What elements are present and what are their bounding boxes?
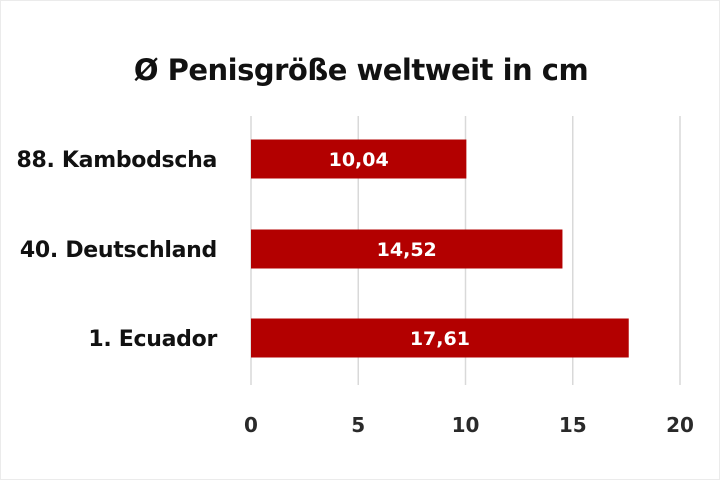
bar — [251, 229, 563, 269]
x-tick-label: 15 — [559, 413, 587, 437]
bar-value-label: 10,04 — [329, 149, 389, 171]
category-label: 88. Kambodscha — [16, 148, 217, 173]
chart-title: Ø Penisgröße weltweit in cm — [133, 53, 589, 87]
x-tick-label: 20 — [666, 413, 694, 437]
bar — [251, 318, 629, 358]
x-tick-labels: 0 5 10 15 20 — [244, 413, 694, 437]
x-tick-label: 10 — [452, 413, 480, 437]
x-tick-label: 0 — [244, 413, 258, 437]
bar-value-label: 17,61 — [410, 328, 470, 350]
bar — [251, 139, 467, 179]
category-label: 1. Ecuador — [88, 327, 217, 352]
category-label: 40. Deutschland — [20, 238, 217, 263]
x-tick-label: 5 — [351, 413, 365, 437]
bar-value-label: 14,52 — [377, 239, 437, 261]
bars — [251, 139, 629, 358]
data-labels: 10,04 14,52 17,61 — [329, 149, 470, 350]
category-labels: 88. Kambodscha 40. Deutschland 1. Ecuador — [16, 148, 217, 352]
